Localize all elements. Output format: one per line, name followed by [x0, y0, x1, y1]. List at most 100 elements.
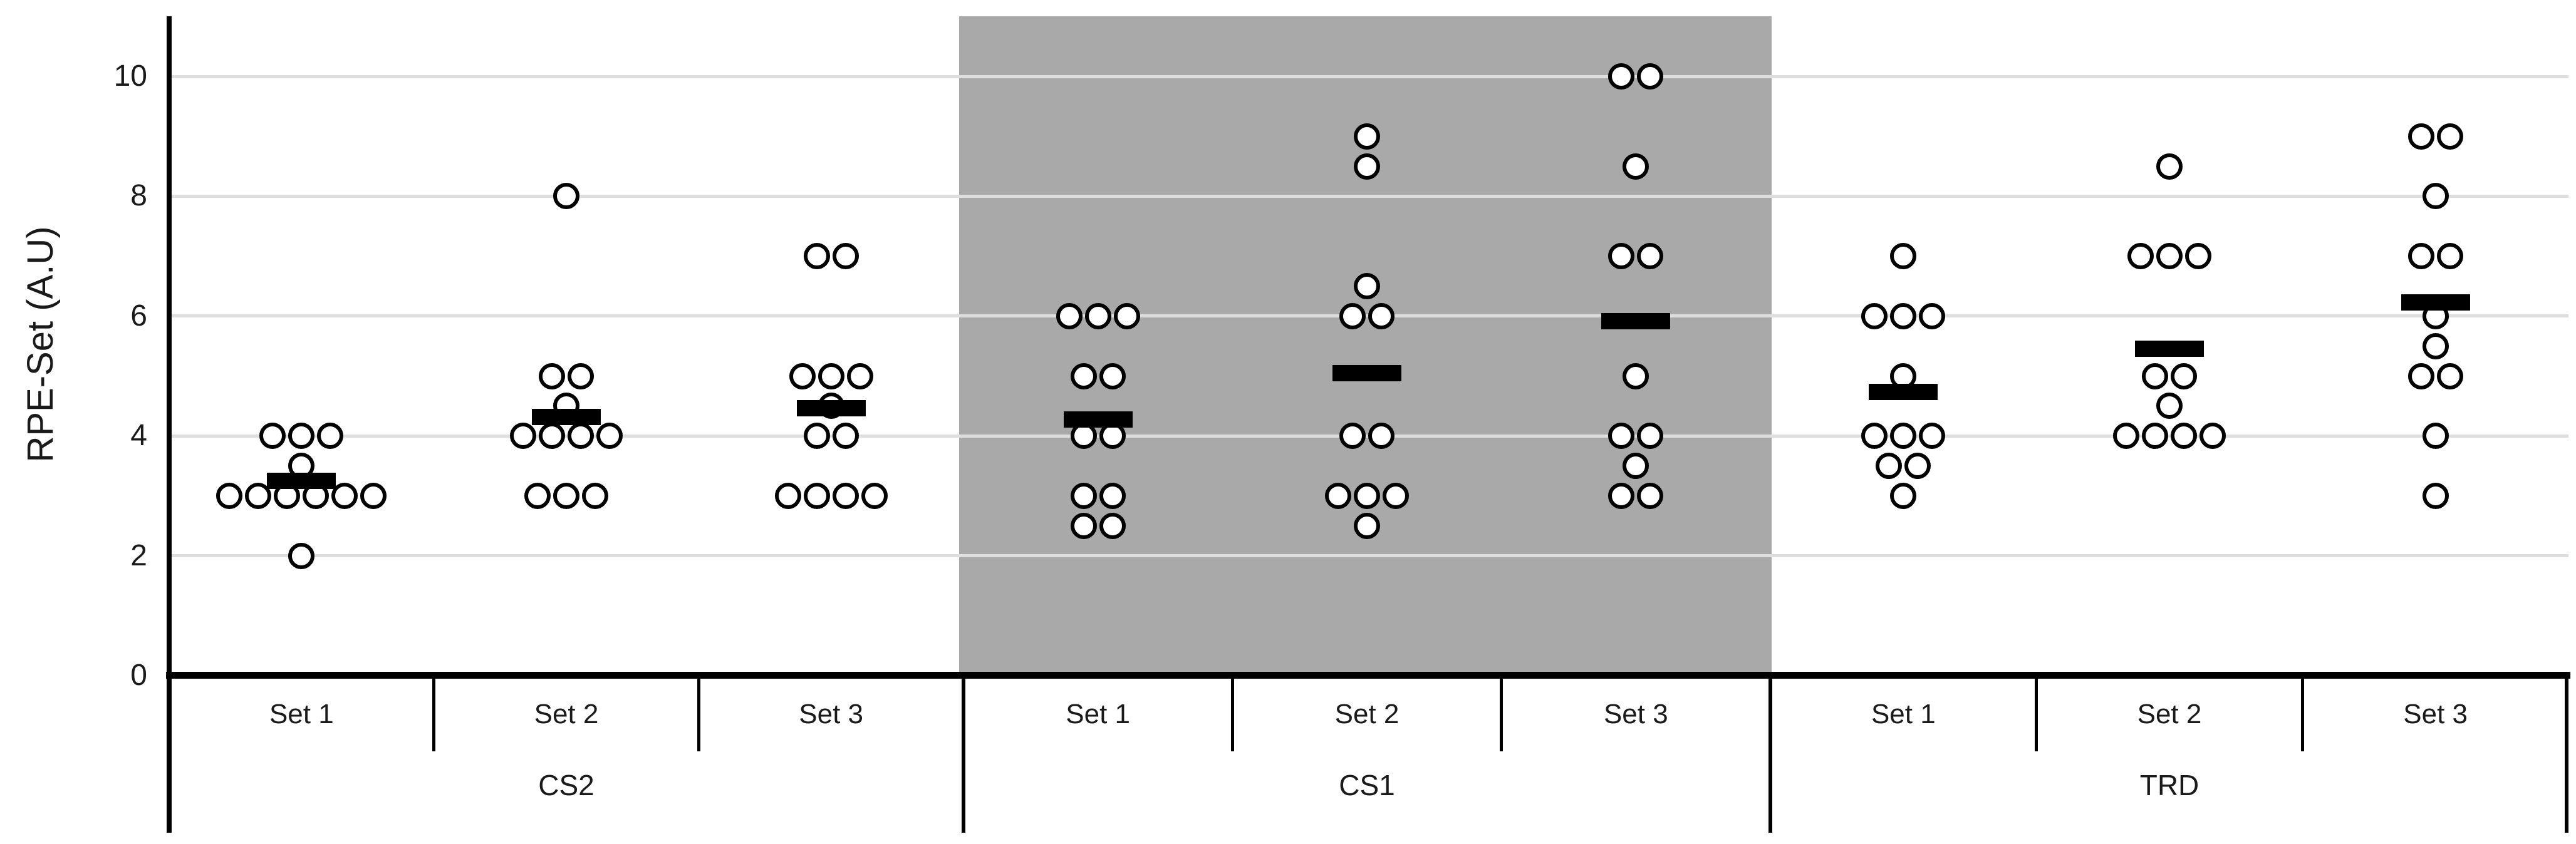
x-axis-set-label: Set 1	[269, 699, 334, 729]
data-point	[818, 363, 844, 389]
data-point	[288, 542, 315, 569]
data-point	[1099, 482, 1126, 509]
data-point	[360, 482, 387, 509]
data-point	[2156, 153, 2183, 180]
data-point	[1354, 123, 1380, 150]
y-tick-label-8: 8	[130, 179, 147, 213]
y-tick-label-0: 0	[130, 659, 147, 692]
data-point	[861, 482, 888, 509]
x-axis-group-label: CS2	[538, 769, 595, 801]
data-point	[1637, 423, 1664, 450]
data-point	[1070, 512, 1097, 539]
x-axis-set-label: Set 1	[1871, 699, 1936, 729]
data-point	[832, 243, 859, 270]
data-point	[539, 363, 565, 389]
mean-bar	[1332, 364, 1401, 381]
set-divider	[1230, 679, 1234, 751]
data-point	[1608, 243, 1635, 270]
set-divider	[432, 679, 436, 751]
set-divider	[697, 679, 700, 751]
data-point	[1113, 302, 1140, 329]
data-point	[2142, 423, 2168, 450]
set-divider	[2300, 679, 2304, 751]
data-point	[1354, 272, 1380, 299]
data-point	[846, 363, 873, 389]
data-point	[1084, 302, 1111, 329]
y-tick-label-4: 4	[130, 419, 147, 453]
data-point	[832, 482, 859, 509]
data-point	[1623, 153, 1649, 180]
data-point	[288, 423, 315, 450]
data-point	[1608, 482, 1635, 509]
data-point	[2422, 183, 2449, 210]
highlight-band-cs1	[959, 16, 1772, 672]
data-point	[2436, 363, 2463, 389]
mean-bar	[1601, 313, 1671, 330]
data-point	[1890, 302, 1917, 329]
data-point	[1070, 482, 1097, 509]
data-point	[1861, 423, 1888, 450]
data-point	[1354, 153, 1380, 180]
data-point	[568, 363, 594, 389]
data-point	[1890, 423, 1917, 450]
data-point	[1876, 453, 1903, 480]
mean-bar	[532, 408, 601, 425]
data-point	[2436, 123, 2463, 150]
data-point	[1637, 243, 1664, 270]
data-point	[1354, 482, 1380, 509]
data-point	[1325, 482, 1351, 509]
data-point	[510, 423, 536, 450]
mean-bar	[2135, 341, 2204, 358]
data-point	[1890, 243, 1917, 270]
data-point	[832, 423, 859, 450]
x-axis-set-label: Set 3	[799, 699, 864, 729]
data-point	[2199, 423, 2226, 450]
data-point	[1623, 453, 1649, 480]
data-point	[789, 363, 816, 389]
data-point	[2407, 123, 2434, 150]
data-point	[553, 482, 579, 509]
group-divider	[962, 679, 965, 833]
y-axis-line	[167, 16, 172, 833]
data-point	[216, 482, 243, 509]
data-point	[2436, 243, 2463, 270]
mean-bar	[2401, 294, 2470, 311]
data-point	[1890, 482, 1917, 509]
mean-bar	[267, 472, 336, 489]
data-point	[2171, 363, 2197, 389]
mean-bar	[1063, 411, 1133, 428]
data-point	[2156, 243, 2183, 270]
x-axis-group-label: TRD	[2139, 769, 2199, 801]
data-point	[1919, 302, 1946, 329]
data-point	[1919, 423, 1946, 450]
data-point	[1339, 302, 1366, 329]
data-point	[539, 423, 565, 450]
data-point	[2171, 423, 2197, 450]
set-divider	[1500, 679, 1504, 751]
data-point	[1070, 363, 1097, 389]
data-point	[2127, 243, 2154, 270]
data-point	[553, 183, 579, 210]
data-point	[2156, 393, 2183, 419]
x-axis-line	[166, 672, 2570, 679]
data-point	[2407, 243, 2434, 270]
gridline-8	[169, 194, 2568, 198]
gridline-10	[169, 75, 2568, 78]
data-point	[331, 482, 358, 509]
data-point	[1608, 423, 1635, 450]
data-point	[1623, 363, 1649, 389]
data-point	[524, 482, 551, 509]
gridline-2	[169, 554, 2568, 558]
data-point	[568, 423, 594, 450]
x-axis-set-label: Set 1	[1066, 699, 1131, 729]
data-point	[1368, 302, 1394, 329]
data-point	[1339, 423, 1366, 450]
data-point	[582, 482, 608, 509]
data-point	[317, 423, 344, 450]
data-point	[1354, 512, 1380, 539]
data-point	[1861, 302, 1888, 329]
data-point	[2422, 332, 2449, 359]
y-tick-label-2: 2	[130, 538, 147, 572]
data-point	[803, 423, 830, 450]
data-point	[1099, 512, 1126, 539]
